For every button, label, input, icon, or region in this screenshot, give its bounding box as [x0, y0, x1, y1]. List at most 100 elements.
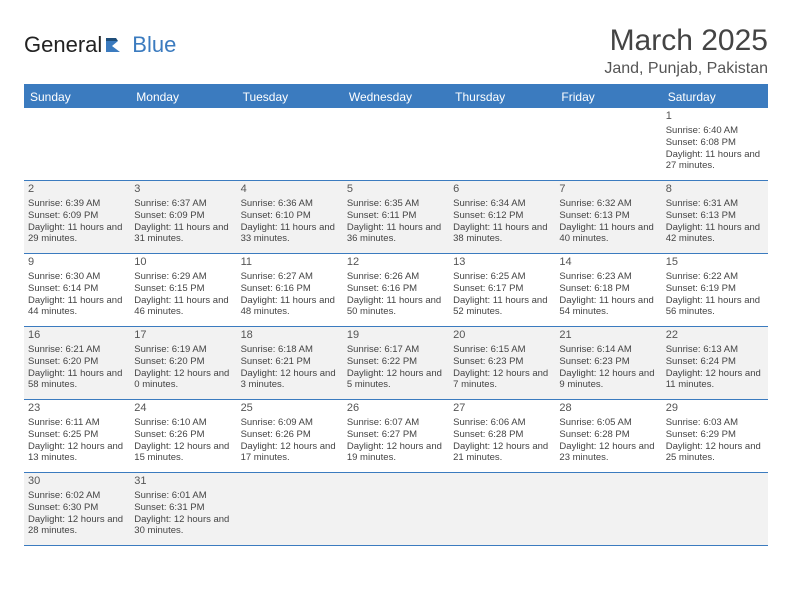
day-cell: 12Sunrise: 6:26 AM Sunset: 6:16 PM Dayli…	[343, 254, 449, 326]
day-cell: 1Sunrise: 6:40 AM Sunset: 6:08 PM Daylig…	[662, 108, 768, 180]
day-number: 11	[241, 256, 339, 270]
day-info: Sunrise: 6:01 AM Sunset: 6:31 PM Dayligh…	[134, 490, 232, 538]
day-cell: 17Sunrise: 6:19 AM Sunset: 6:20 PM Dayli…	[130, 327, 236, 399]
day-info: Sunrise: 6:23 AM Sunset: 6:18 PM Dayligh…	[559, 271, 657, 319]
day-number: 21	[559, 329, 657, 343]
day-number: 24	[134, 402, 232, 416]
day-cell: 25Sunrise: 6:09 AM Sunset: 6:26 PM Dayli…	[237, 400, 343, 472]
day-number: 19	[347, 329, 445, 343]
empty-cell	[449, 108, 555, 180]
day-number: 4	[241, 183, 339, 197]
day-number: 1	[666, 110, 764, 124]
day-info: Sunrise: 6:36 AM Sunset: 6:10 PM Dayligh…	[241, 198, 339, 246]
day-cell: 27Sunrise: 6:06 AM Sunset: 6:28 PM Dayli…	[449, 400, 555, 472]
day-info: Sunrise: 6:18 AM Sunset: 6:21 PM Dayligh…	[241, 344, 339, 392]
day-cell: 14Sunrise: 6:23 AM Sunset: 6:18 PM Dayli…	[555, 254, 661, 326]
day-info: Sunrise: 6:07 AM Sunset: 6:27 PM Dayligh…	[347, 417, 445, 465]
weekday-header: Friday	[555, 86, 661, 108]
day-number: 23	[28, 402, 126, 416]
day-number: 27	[453, 402, 551, 416]
day-info: Sunrise: 6:30 AM Sunset: 6:14 PM Dayligh…	[28, 271, 126, 319]
week-row: 1Sunrise: 6:40 AM Sunset: 6:08 PM Daylig…	[24, 108, 768, 181]
day-info: Sunrise: 6:34 AM Sunset: 6:12 PM Dayligh…	[453, 198, 551, 246]
week-row: 30Sunrise: 6:02 AM Sunset: 6:30 PM Dayli…	[24, 473, 768, 546]
empty-cell	[343, 473, 449, 545]
empty-cell	[237, 473, 343, 545]
calendar-body: 1Sunrise: 6:40 AM Sunset: 6:08 PM Daylig…	[24, 108, 768, 546]
day-cell: 13Sunrise: 6:25 AM Sunset: 6:17 PM Dayli…	[449, 254, 555, 326]
day-cell: 30Sunrise: 6:02 AM Sunset: 6:30 PM Dayli…	[24, 473, 130, 545]
day-cell: 4Sunrise: 6:36 AM Sunset: 6:10 PM Daylig…	[237, 181, 343, 253]
day-cell: 20Sunrise: 6:15 AM Sunset: 6:23 PM Dayli…	[449, 327, 555, 399]
empty-cell	[130, 108, 236, 180]
day-cell: 23Sunrise: 6:11 AM Sunset: 6:25 PM Dayli…	[24, 400, 130, 472]
weekday-header: Saturday	[662, 86, 768, 108]
day-info: Sunrise: 6:40 AM Sunset: 6:08 PM Dayligh…	[666, 125, 764, 173]
day-info: Sunrise: 6:10 AM Sunset: 6:26 PM Dayligh…	[134, 417, 232, 465]
day-number: 31	[134, 475, 232, 489]
day-cell: 26Sunrise: 6:07 AM Sunset: 6:27 PM Dayli…	[343, 400, 449, 472]
week-row: 23Sunrise: 6:11 AM Sunset: 6:25 PM Dayli…	[24, 400, 768, 473]
calendar: Sunday Monday Tuesday Wednesday Thursday…	[24, 84, 768, 546]
weekday-header-row: Sunday Monday Tuesday Wednesday Thursday…	[24, 86, 768, 108]
brand-logo: General Blue	[24, 32, 176, 58]
day-number: 29	[666, 402, 764, 416]
location-text: Jand, Punjab, Pakistan	[604, 60, 768, 78]
day-cell: 29Sunrise: 6:03 AM Sunset: 6:29 PM Dayli…	[662, 400, 768, 472]
day-info: Sunrise: 6:19 AM Sunset: 6:20 PM Dayligh…	[134, 344, 232, 392]
day-number: 16	[28, 329, 126, 343]
day-cell: 21Sunrise: 6:14 AM Sunset: 6:23 PM Dayli…	[555, 327, 661, 399]
day-info: Sunrise: 6:05 AM Sunset: 6:28 PM Dayligh…	[559, 417, 657, 465]
day-info: Sunrise: 6:22 AM Sunset: 6:19 PM Dayligh…	[666, 271, 764, 319]
weekday-header: Thursday	[449, 86, 555, 108]
day-info: Sunrise: 6:06 AM Sunset: 6:28 PM Dayligh…	[453, 417, 551, 465]
day-info: Sunrise: 6:35 AM Sunset: 6:11 PM Dayligh…	[347, 198, 445, 246]
day-number: 18	[241, 329, 339, 343]
month-title: March 2025	[604, 24, 768, 58]
day-info: Sunrise: 6:25 AM Sunset: 6:17 PM Dayligh…	[453, 271, 551, 319]
day-number: 9	[28, 256, 126, 270]
week-row: 2Sunrise: 6:39 AM Sunset: 6:09 PM Daylig…	[24, 181, 768, 254]
day-number: 2	[28, 183, 126, 197]
day-cell: 5Sunrise: 6:35 AM Sunset: 6:11 PM Daylig…	[343, 181, 449, 253]
day-cell: 18Sunrise: 6:18 AM Sunset: 6:21 PM Dayli…	[237, 327, 343, 399]
day-cell: 22Sunrise: 6:13 AM Sunset: 6:24 PM Dayli…	[662, 327, 768, 399]
day-number: 30	[28, 475, 126, 489]
weekday-header: Monday	[130, 86, 236, 108]
weekday-header: Wednesday	[343, 86, 449, 108]
day-number: 17	[134, 329, 232, 343]
day-info: Sunrise: 6:21 AM Sunset: 6:20 PM Dayligh…	[28, 344, 126, 392]
day-number: 22	[666, 329, 764, 343]
day-info: Sunrise: 6:09 AM Sunset: 6:26 PM Dayligh…	[241, 417, 339, 465]
weekday-header: Sunday	[24, 86, 130, 108]
day-cell: 24Sunrise: 6:10 AM Sunset: 6:26 PM Dayli…	[130, 400, 236, 472]
day-number: 8	[666, 183, 764, 197]
day-number: 13	[453, 256, 551, 270]
day-cell: 7Sunrise: 6:32 AM Sunset: 6:13 PM Daylig…	[555, 181, 661, 253]
day-info: Sunrise: 6:27 AM Sunset: 6:16 PM Dayligh…	[241, 271, 339, 319]
day-cell: 19Sunrise: 6:17 AM Sunset: 6:22 PM Dayli…	[343, 327, 449, 399]
day-cell: 3Sunrise: 6:37 AM Sunset: 6:09 PM Daylig…	[130, 181, 236, 253]
day-cell: 11Sunrise: 6:27 AM Sunset: 6:16 PM Dayli…	[237, 254, 343, 326]
day-info: Sunrise: 6:26 AM Sunset: 6:16 PM Dayligh…	[347, 271, 445, 319]
day-cell: 6Sunrise: 6:34 AM Sunset: 6:12 PM Daylig…	[449, 181, 555, 253]
empty-cell	[555, 473, 661, 545]
week-row: 16Sunrise: 6:21 AM Sunset: 6:20 PM Dayli…	[24, 327, 768, 400]
day-cell: 8Sunrise: 6:31 AM Sunset: 6:13 PM Daylig…	[662, 181, 768, 253]
day-info: Sunrise: 6:29 AM Sunset: 6:15 PM Dayligh…	[134, 271, 232, 319]
day-cell: 16Sunrise: 6:21 AM Sunset: 6:20 PM Dayli…	[24, 327, 130, 399]
day-cell: 31Sunrise: 6:01 AM Sunset: 6:31 PM Dayli…	[130, 473, 236, 545]
day-info: Sunrise: 6:11 AM Sunset: 6:25 PM Dayligh…	[28, 417, 126, 465]
day-number: 14	[559, 256, 657, 270]
day-number: 10	[134, 256, 232, 270]
day-info: Sunrise: 6:15 AM Sunset: 6:23 PM Dayligh…	[453, 344, 551, 392]
day-number: 28	[559, 402, 657, 416]
empty-cell	[449, 473, 555, 545]
flag-icon	[106, 38, 128, 52]
day-cell: 28Sunrise: 6:05 AM Sunset: 6:28 PM Dayli…	[555, 400, 661, 472]
weekday-header: Tuesday	[237, 86, 343, 108]
empty-cell	[237, 108, 343, 180]
title-block: March 2025 Jand, Punjab, Pakistan	[604, 24, 768, 78]
day-number: 15	[666, 256, 764, 270]
day-info: Sunrise: 6:02 AM Sunset: 6:30 PM Dayligh…	[28, 490, 126, 538]
